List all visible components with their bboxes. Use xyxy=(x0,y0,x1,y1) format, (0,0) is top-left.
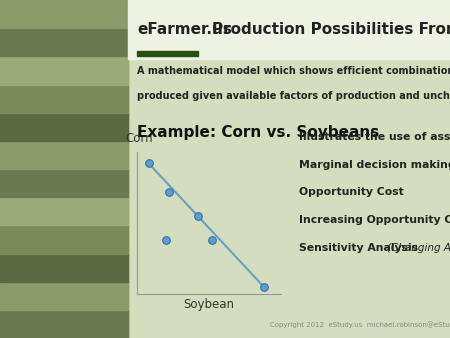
Text: Copyright 2012  eStudy.us  michael.robinson@eStudy.us: Copyright 2012 eStudy.us michael.robinso… xyxy=(270,321,450,328)
X-axis label: Soybean: Soybean xyxy=(184,298,235,311)
Text: eFarmer.us: eFarmer.us xyxy=(137,22,232,37)
Text: Example: Corn vs. Soybeans: Example: Corn vs. Soybeans xyxy=(137,125,379,140)
Text: Marginal decision making: Marginal decision making xyxy=(299,160,450,170)
Text: (Changing Assumptions): (Changing Assumptions) xyxy=(387,243,450,253)
Text: A mathematical model which shows efficient combinations of output: A mathematical model which shows efficie… xyxy=(137,66,450,76)
Text: Increasing Opportunity Cost: Increasing Opportunity Cost xyxy=(299,215,450,225)
Text: Opportunity Cost: Opportunity Cost xyxy=(299,187,404,197)
Text: Illustrates the use of assumptions: Illustrates the use of assumptions xyxy=(299,132,450,142)
Text: Corn: Corn xyxy=(126,132,153,145)
Text: Sensitivity Analysis: Sensitivity Analysis xyxy=(299,243,422,253)
Text: produced given available factors of production and unchanged technology: produced given available factors of prod… xyxy=(137,91,450,101)
Text: Production Possibilities Frontier: Production Possibilities Frontier xyxy=(212,22,450,37)
